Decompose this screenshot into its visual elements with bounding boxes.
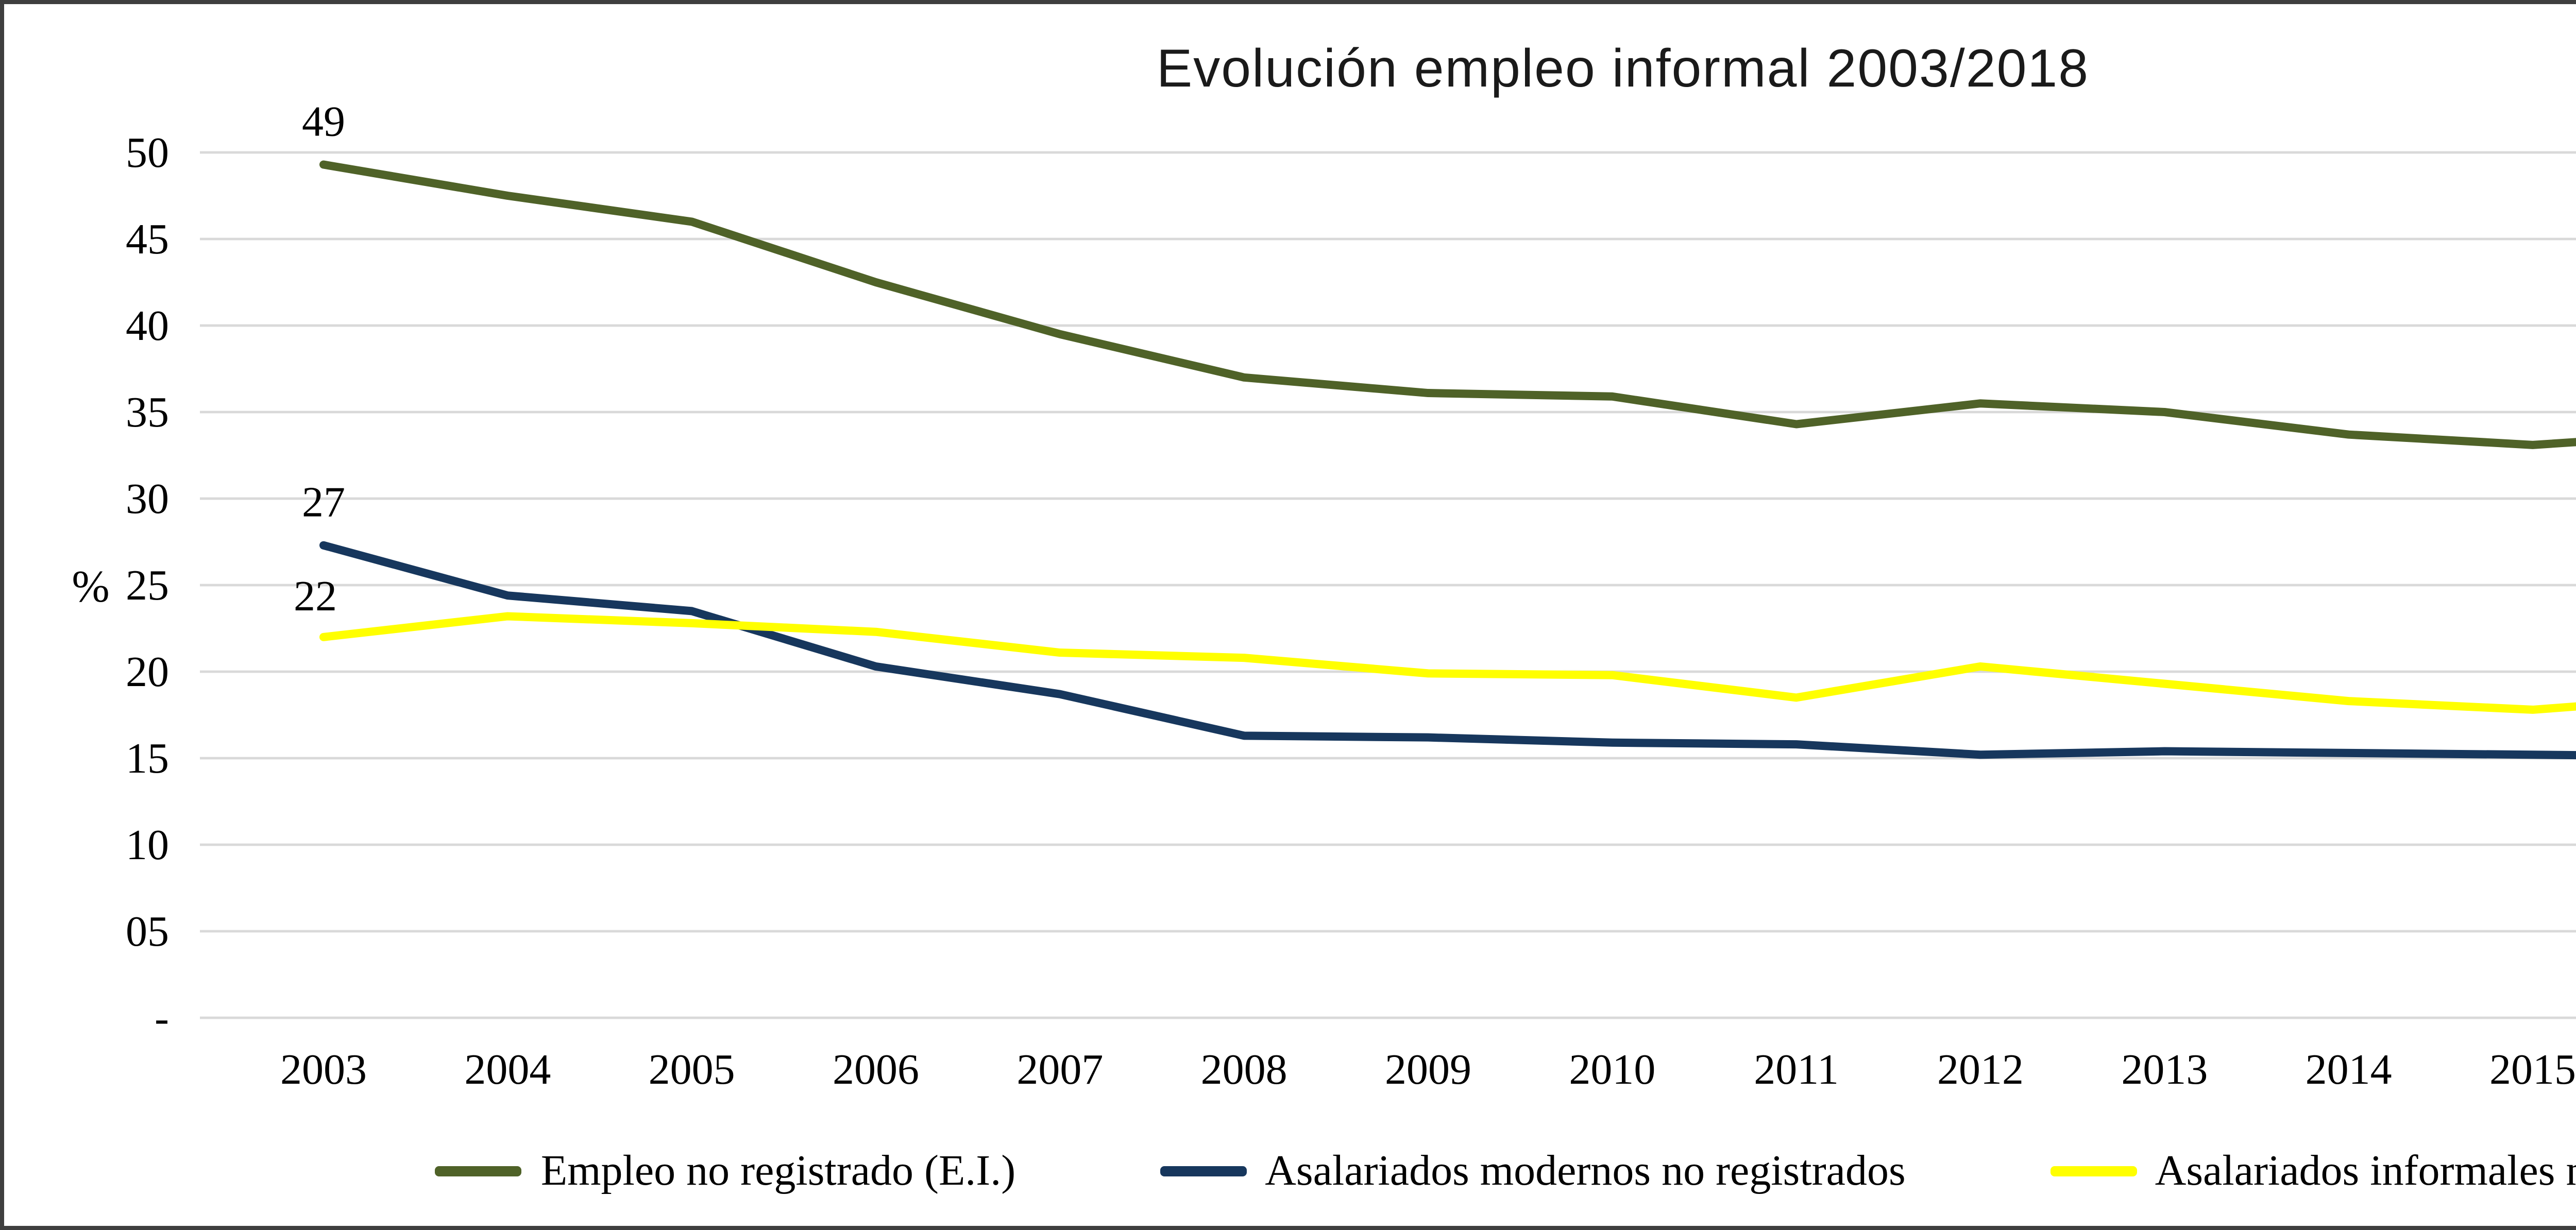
x-tick-label: 2006 <box>833 1046 919 1094</box>
y-tick-label: 30 <box>126 475 169 523</box>
y-tick-label: - <box>155 994 169 1042</box>
legend-label: Empleo no registrado (E.I.) <box>540 1146 1016 1195</box>
legend-item-empleo-no-registrado: Empleo no registrado (E.I.) <box>435 1146 1016 1197</box>
legend-swatch <box>435 1167 522 1176</box>
legend-item-asalariados-modernos: Asalariados modernos no registrados <box>1160 1146 1906 1197</box>
line-chart: - 05 10 15 20 25 30 35 40 45 50% 2003 2004 2005 2006 20… <box>72 98 2576 1094</box>
point-label: 27 <box>302 479 345 526</box>
legend: Empleo no registrado (E.I.) Asalariados … <box>4 1146 2576 1197</box>
y-axis-label: % <box>72 562 109 612</box>
y-tick-label: 35 <box>126 388 169 436</box>
y-tick-label: 25 <box>126 561 169 609</box>
y-tick-label: 05 <box>126 908 169 955</box>
series-line-2 <box>319 612 2576 714</box>
legend-label: Asalariados modernos no registrados <box>1265 1146 1906 1195</box>
chart-title: Evolución empleo informal 2003/2018 <box>1156 37 2090 99</box>
x-tick-label: 2008 <box>1201 1046 1287 1094</box>
legend-label: Asalariados informales no registrados <box>2155 1146 2576 1195</box>
x-tick-label: 2007 <box>1016 1046 1103 1094</box>
x-tick-label: 2015 <box>2489 1046 2576 1094</box>
y-tick-label: 50 <box>126 129 169 177</box>
x-tick-label: 2009 <box>1385 1046 1471 1094</box>
x-tick-label: 2011 <box>1754 1046 1839 1094</box>
y-tick-label: 10 <box>126 821 169 869</box>
x-tick-label: 2003 <box>280 1046 367 1094</box>
y-tick-label: 45 <box>126 215 169 263</box>
point-label: 49 <box>302 98 345 146</box>
legend-swatch <box>2049 1167 2137 1176</box>
y-tick-label: 40 <box>126 302 169 350</box>
x-tick-label: 2005 <box>649 1046 735 1094</box>
x-tick-label: 2004 <box>464 1046 551 1094</box>
legend-swatch <box>1160 1167 1247 1176</box>
x-tick-label: 2013 <box>2121 1046 2208 1094</box>
x-tick-label: 2010 <box>1569 1046 1655 1094</box>
y-tick-label: 20 <box>126 648 169 696</box>
series-line-0 <box>319 160 2576 449</box>
x-tick-label: 2014 <box>2306 1046 2392 1094</box>
x-tick-label: 2012 <box>1937 1046 2024 1094</box>
y-tick-label: 15 <box>126 734 169 782</box>
series-line-1 <box>319 541 2576 760</box>
legend-item-asalariados-informales: Asalariados informales no registrados <box>2049 1146 2576 1197</box>
point-label: 22 <box>294 572 337 620</box>
